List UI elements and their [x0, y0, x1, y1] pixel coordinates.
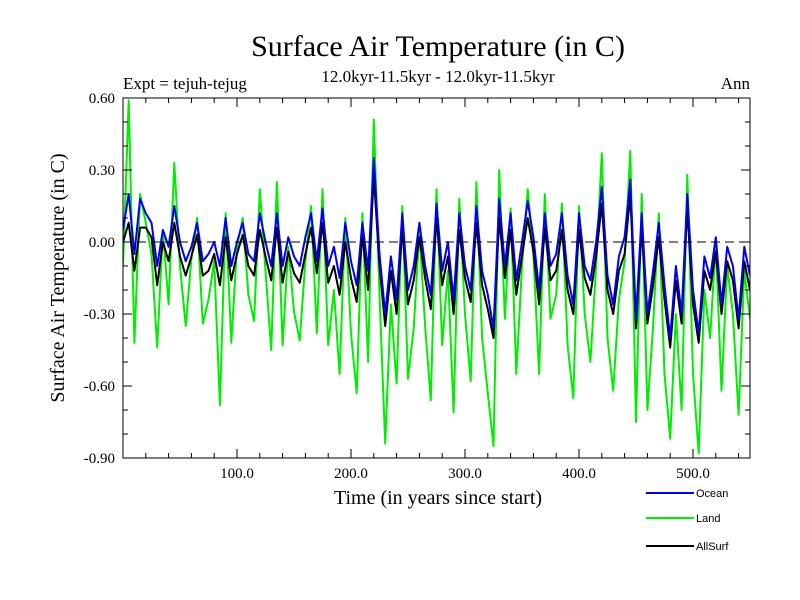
y-tick-label: 0.60	[89, 91, 115, 107]
legend: Ocean Land AllSurf	[646, 488, 729, 553]
series-line-land	[123, 99, 750, 455]
legend-label-ocean: Ocean	[696, 488, 728, 500]
series-layer	[123, 99, 750, 455]
season-label: Ann	[721, 74, 751, 93]
y-tick-label: -0.60	[84, 379, 115, 395]
period-label: 12.0kyr-11.5kyr - 12.0kyr-11.5kyr	[321, 67, 555, 86]
chart-title: Surface Air Temperature (in C)	[251, 30, 625, 63]
y-tick-label: 0.00	[89, 235, 115, 251]
y-axis-title: Surface Air Temperature (in C)	[47, 153, 69, 402]
ticks-layer: 0.60 0.30 0.00 -0.30 -0.60 -0.90 100.0 200.0 300…	[84, 91, 750, 482]
legend-label-allsurf: AllSurf	[696, 541, 729, 553]
x-tick-label: 300.0	[448, 466, 482, 482]
x-tick-label: 500.0	[676, 466, 710, 482]
x-axis-title: Time (in years since start)	[334, 487, 542, 509]
y-tick-label: -0.30	[84, 307, 115, 323]
series-line-ocean	[123, 157, 750, 339]
x-tick-label: 400.0	[562, 466, 596, 482]
experiment-label: Expt = tejuh-tejug	[123, 74, 247, 93]
legend-label-land: Land	[696, 513, 720, 525]
y-tick-label: -0.90	[84, 451, 115, 467]
x-tick-label: 100.0	[220, 466, 254, 482]
y-tick-label: 0.30	[89, 163, 115, 179]
x-tick-label: 200.0	[334, 466, 368, 482]
plot-frame	[122, 97, 751, 459]
